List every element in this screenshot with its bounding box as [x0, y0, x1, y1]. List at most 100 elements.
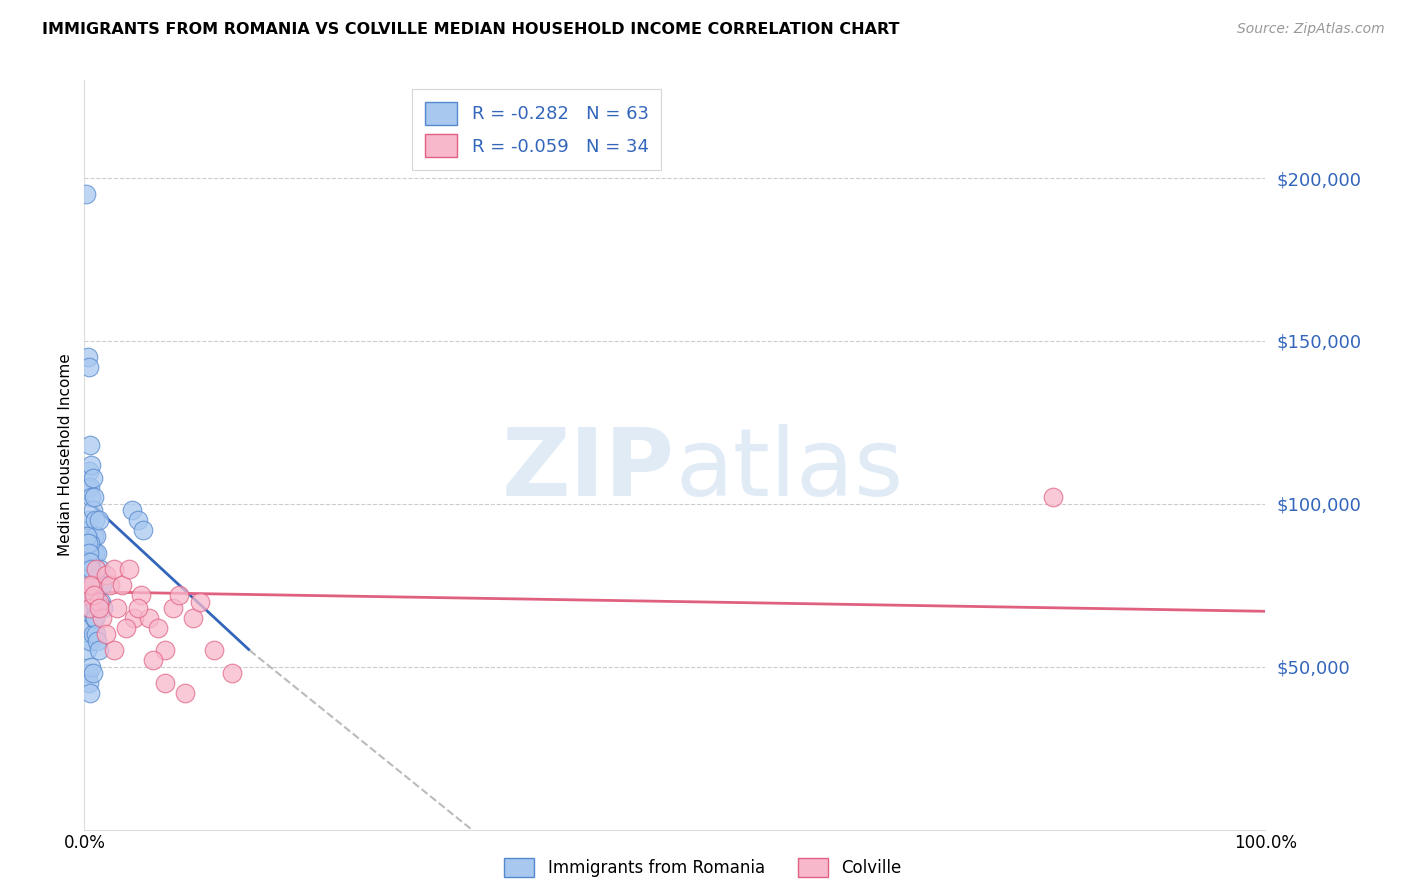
Y-axis label: Median Household Income: Median Household Income — [58, 353, 73, 557]
Point — [122, 611, 145, 625]
Point — [77, 666, 100, 681]
Point — [162, 601, 184, 615]
Point — [87, 513, 110, 527]
Point — [173, 686, 195, 700]
Point — [79, 536, 101, 550]
Point — [90, 594, 112, 608]
Point — [80, 536, 103, 550]
Point — [77, 513, 100, 527]
Point — [82, 627, 104, 641]
Point — [153, 676, 176, 690]
Point — [129, 588, 152, 602]
Point — [79, 633, 101, 648]
Point — [77, 464, 100, 478]
Point — [82, 666, 104, 681]
Point — [79, 578, 101, 592]
Point — [167, 588, 190, 602]
Point — [77, 350, 100, 364]
Point — [127, 513, 149, 527]
Point — [94, 568, 117, 582]
Point — [80, 490, 103, 504]
Point — [181, 611, 204, 625]
Point — [77, 523, 100, 537]
Point — [80, 458, 103, 472]
Point — [80, 568, 103, 582]
Point — [77, 588, 100, 602]
Point — [142, 653, 165, 667]
Point — [118, 562, 141, 576]
Point — [153, 643, 176, 657]
Point — [84, 562, 107, 576]
Point — [77, 601, 100, 615]
Point — [121, 503, 143, 517]
Text: Source: ZipAtlas.com: Source: ZipAtlas.com — [1237, 22, 1385, 37]
Point — [82, 578, 104, 592]
Point — [76, 643, 98, 657]
Point — [1042, 490, 1064, 504]
Point — [132, 523, 155, 537]
Point — [77, 621, 100, 635]
Point — [77, 546, 100, 560]
Point — [79, 481, 101, 495]
Point — [86, 633, 108, 648]
Point — [84, 611, 107, 625]
Point — [77, 676, 100, 690]
Point — [82, 471, 104, 485]
Point — [79, 438, 101, 452]
Point — [127, 601, 149, 615]
Point — [82, 546, 104, 560]
Point — [87, 643, 110, 657]
Point — [77, 359, 100, 374]
Point — [107, 601, 129, 615]
Point — [146, 621, 169, 635]
Point — [188, 594, 211, 608]
Text: IMMIGRANTS FROM ROMANIA VS COLVILLE MEDIAN HOUSEHOLD INCOME CORRELATION CHART: IMMIGRANTS FROM ROMANIA VS COLVILLE MEDI… — [42, 22, 900, 37]
Point — [98, 578, 121, 592]
Point — [83, 568, 105, 582]
Point — [221, 666, 243, 681]
Point — [84, 546, 107, 560]
Point — [84, 513, 107, 527]
Point — [114, 621, 136, 635]
Point — [91, 578, 114, 592]
Point — [82, 578, 104, 592]
Point — [83, 490, 105, 504]
Point — [82, 578, 104, 592]
Point — [80, 562, 103, 576]
Point — [80, 588, 103, 602]
Point — [202, 643, 225, 657]
Text: atlas: atlas — [675, 424, 903, 516]
Point — [86, 546, 108, 560]
Point — [91, 601, 114, 615]
Point — [76, 568, 98, 582]
Point — [87, 578, 110, 592]
Point — [84, 601, 107, 615]
Point — [77, 481, 100, 495]
Point — [89, 562, 111, 576]
Point — [94, 627, 117, 641]
Point — [111, 578, 134, 592]
Point — [83, 529, 105, 543]
Point — [79, 556, 101, 570]
Legend: Immigrants from Romania, Colville: Immigrants from Romania, Colville — [498, 851, 908, 884]
Point — [84, 529, 107, 543]
Point — [77, 546, 100, 560]
Point — [75, 187, 97, 202]
Point — [79, 601, 101, 615]
Point — [84, 627, 107, 641]
Point — [103, 562, 125, 576]
Point — [76, 529, 98, 543]
Text: ZIP: ZIP — [502, 424, 675, 516]
Point — [83, 594, 105, 608]
Point — [79, 686, 101, 700]
Point — [79, 556, 101, 570]
Point — [87, 594, 110, 608]
Point — [83, 588, 105, 602]
Point — [77, 536, 100, 550]
Point — [84, 588, 107, 602]
Point — [83, 611, 105, 625]
Point — [138, 611, 160, 625]
Legend: R = -0.282   N = 63, R = -0.059   N = 34: R = -0.282 N = 63, R = -0.059 N = 34 — [412, 89, 661, 170]
Point — [82, 503, 104, 517]
Point — [87, 601, 110, 615]
